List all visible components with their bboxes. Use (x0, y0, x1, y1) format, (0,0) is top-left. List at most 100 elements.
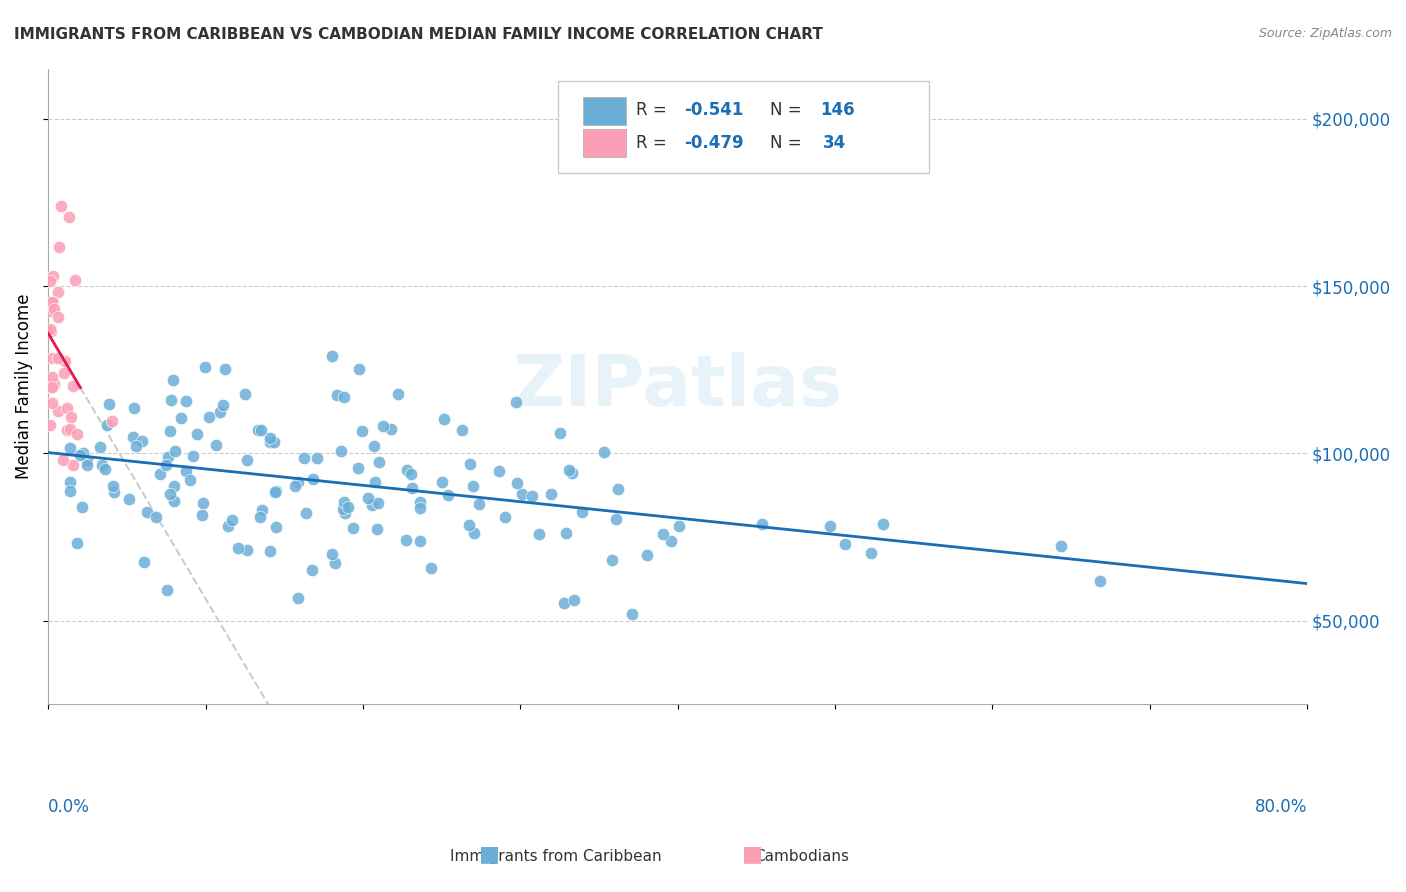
Point (62, 379, 84, 393)
Point (46, 285, 69, 299)
Point (329, 444, 352, 458)
Point (169, 411, 191, 425)
Point (332, 502, 354, 516)
Point (124, 401, 146, 415)
Text: N =: N = (769, 134, 807, 152)
Text: -0.541: -0.541 (683, 101, 744, 119)
Point (89, 440, 111, 454)
Point (540, 487, 562, 501)
Point (399, 467, 422, 482)
Point (605, 512, 627, 526)
Point (600, 553, 623, 567)
Point (401, 481, 423, 495)
Point (69, 448, 91, 462)
Point (42, 302, 65, 317)
Point (41, 351, 63, 365)
Point (367, 495, 389, 509)
Point (593, 445, 616, 459)
Text: ■: ■ (479, 845, 499, 864)
Text: ZIPatlas: ZIPatlas (513, 351, 842, 421)
Point (395, 533, 418, 547)
Point (39, 322, 62, 336)
Point (191, 508, 214, 522)
Text: Cambodians: Cambodians (754, 849, 849, 863)
Point (548, 425, 571, 440)
Point (347, 362, 370, 376)
Point (336, 500, 359, 514)
Point (263, 434, 285, 449)
Point (233, 386, 256, 401)
Point (46, 351, 69, 366)
Point (48, 240, 70, 254)
Point (1050, 539, 1073, 553)
Text: R =: R = (636, 101, 672, 119)
Point (236, 452, 259, 467)
Point (505, 395, 527, 409)
Point (529, 527, 551, 541)
Point (39, 380, 62, 394)
Point (226, 541, 249, 555)
Point (571, 505, 593, 519)
Point (352, 424, 374, 438)
Point (409, 501, 432, 516)
Point (134, 555, 156, 569)
Point (46, 310, 69, 325)
Point (212, 398, 235, 412)
Point (364, 475, 387, 490)
Point (458, 458, 481, 472)
Point (156, 450, 179, 464)
Point (56, 423, 79, 437)
Point (321, 349, 343, 363)
Point (66, 536, 89, 550)
Point (561, 466, 583, 480)
Point (39, 303, 62, 318)
Point (41, 396, 63, 410)
Point (41, 370, 63, 384)
Point (494, 509, 516, 524)
Point (42, 376, 65, 391)
Y-axis label: Median Family Income: Median Family Income (15, 293, 32, 479)
Point (41, 380, 63, 394)
Point (221, 513, 243, 527)
Point (46, 404, 69, 418)
Point (342, 521, 364, 535)
Point (96, 417, 118, 432)
Text: 34: 34 (823, 134, 845, 152)
Point (859, 547, 882, 561)
FancyBboxPatch shape (583, 97, 626, 125)
Point (325, 556, 347, 570)
Point (468, 497, 491, 511)
Point (94, 462, 117, 476)
Point (214, 361, 236, 376)
Point (461, 479, 484, 493)
Text: 0.0%: 0.0% (48, 798, 90, 816)
Point (751, 517, 773, 532)
Point (488, 464, 510, 478)
Point (420, 561, 443, 575)
Point (62, 458, 84, 472)
Point (522, 489, 544, 503)
Point (437, 488, 460, 502)
Point (42, 269, 65, 284)
Text: 80.0%: 80.0% (1254, 798, 1308, 816)
Point (159, 486, 181, 500)
Point (53, 366, 76, 380)
Point (194, 360, 217, 375)
Point (301, 563, 323, 577)
Point (39, 418, 62, 433)
Point (163, 493, 186, 508)
Point (163, 444, 186, 458)
Point (63, 273, 86, 287)
Point (366, 521, 388, 535)
Point (101, 479, 124, 493)
Point (145, 510, 167, 524)
Point (179, 473, 201, 487)
Point (59, 475, 82, 490)
Point (834, 537, 856, 551)
Point (41, 294, 63, 309)
Text: ■: ■ (742, 845, 762, 864)
Point (636, 548, 658, 562)
FancyBboxPatch shape (583, 129, 626, 157)
Point (326, 388, 349, 402)
Point (409, 495, 432, 509)
